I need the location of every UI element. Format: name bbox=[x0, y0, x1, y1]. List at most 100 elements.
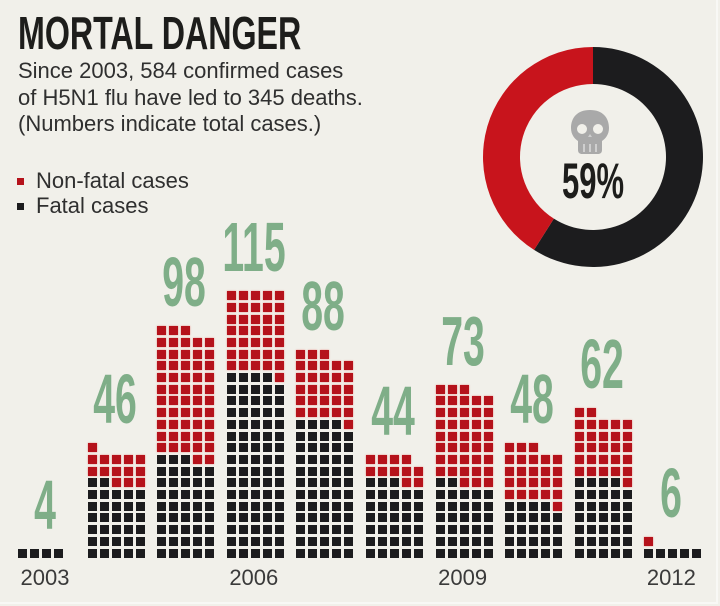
fatal-case-square bbox=[447, 513, 457, 523]
nonfatal-case-square bbox=[226, 291, 236, 301]
nonfatal-case-square bbox=[574, 454, 584, 464]
fatal-swatch-icon bbox=[17, 203, 24, 210]
fatal-case-square bbox=[157, 466, 167, 476]
fatal-case-square bbox=[574, 501, 584, 511]
nonfatal-case-square bbox=[250, 314, 260, 324]
nonfatal-case-square bbox=[308, 361, 318, 371]
fatal-case-square bbox=[205, 490, 215, 499]
fatal-case-square bbox=[87, 548, 97, 558]
total-cases-label-2005: 98 bbox=[162, 243, 206, 322]
fatal-case-square bbox=[320, 419, 330, 429]
fatal-case-square bbox=[459, 525, 469, 535]
nonfatal-case-square bbox=[483, 431, 493, 441]
nonfatal-case-square bbox=[622, 431, 632, 441]
nonfatal-case-square bbox=[181, 396, 191, 406]
fatal-case-square bbox=[42, 548, 51, 558]
nonfatal-case-square bbox=[435, 396, 445, 406]
fatal-case-square bbox=[54, 548, 63, 558]
total-cases-label-2010: 48 bbox=[510, 360, 554, 439]
nonfatal-case-square bbox=[459, 431, 469, 441]
nonfatal-case-square bbox=[344, 419, 354, 429]
fatal-case-square bbox=[296, 431, 306, 441]
fatal-case-square bbox=[274, 478, 284, 488]
fatal-case-square bbox=[226, 536, 236, 546]
fatal-case-square bbox=[308, 513, 318, 523]
fatal-case-square bbox=[262, 478, 272, 488]
nonfatal-case-square bbox=[111, 466, 121, 476]
fatal-case-square bbox=[193, 525, 203, 535]
fatal-case-square bbox=[18, 548, 27, 558]
fatal-case-square bbox=[668, 548, 678, 558]
fatal-case-square bbox=[378, 548, 387, 558]
nonfatal-case-square bbox=[193, 396, 203, 406]
fatal-case-square bbox=[622, 525, 632, 535]
nonfatal-case-square bbox=[390, 454, 399, 464]
nonfatal-case-square bbox=[193, 349, 203, 359]
fatal-case-square bbox=[262, 396, 272, 406]
fatal-case-square bbox=[250, 513, 260, 523]
fatal-case-square bbox=[529, 501, 539, 511]
fatal-case-square bbox=[435, 548, 445, 558]
fatal-case-square bbox=[402, 536, 411, 546]
fatal-case-square bbox=[238, 396, 248, 406]
fatal-case-square bbox=[87, 536, 97, 546]
fatal-case-square bbox=[435, 501, 445, 511]
nonfatal-case-square bbox=[471, 419, 481, 429]
nonfatal-case-square bbox=[250, 349, 260, 359]
nonfatal-case-square bbox=[483, 478, 493, 488]
nonfatal-case-square bbox=[308, 384, 318, 394]
fatal-case-square bbox=[610, 536, 620, 546]
nonfatal-case-square bbox=[320, 396, 330, 406]
nonfatal-case-square bbox=[308, 373, 318, 382]
fatal-case-square bbox=[238, 408, 248, 418]
fatal-case-square bbox=[181, 513, 191, 523]
fatal-case-square bbox=[250, 501, 260, 511]
fatal-case-square bbox=[402, 548, 411, 558]
fatal-case-square bbox=[308, 525, 318, 535]
fatal-case-square bbox=[344, 536, 354, 546]
fatal-case-square bbox=[366, 525, 375, 535]
fatal-case-square bbox=[471, 490, 481, 499]
total-cases-label-2012: 6 bbox=[660, 453, 683, 532]
fatal-case-square bbox=[157, 454, 167, 464]
fatal-case-square bbox=[274, 431, 284, 441]
nonfatal-case-square bbox=[447, 431, 457, 441]
fatal-case-square bbox=[99, 501, 109, 511]
fatal-case-square bbox=[459, 501, 469, 511]
nonfatal-case-square bbox=[205, 454, 215, 464]
nonfatal-case-square bbox=[274, 337, 284, 347]
nonfatal-case-square bbox=[193, 408, 203, 418]
fatal-case-square bbox=[390, 548, 399, 558]
nonfatal-case-square bbox=[111, 454, 121, 464]
fatal-case-square bbox=[320, 431, 330, 441]
fatal-case-square bbox=[586, 548, 596, 558]
skull-icon bbox=[568, 108, 612, 156]
fatal-case-square bbox=[471, 513, 481, 523]
nonfatal-case-square bbox=[157, 361, 167, 371]
fatal-case-square bbox=[553, 525, 563, 535]
nonfatal-case-square bbox=[226, 361, 236, 371]
nonfatal-case-square bbox=[459, 443, 469, 453]
donut-slice-nonfatal bbox=[483, 47, 593, 250]
nonfatal-case-square bbox=[402, 454, 411, 464]
fatal-case-square bbox=[169, 501, 179, 511]
fatal-case-square bbox=[529, 548, 539, 558]
fatal-case-square bbox=[390, 536, 399, 546]
nonfatal-case-square bbox=[529, 443, 539, 453]
fatal-case-square bbox=[181, 454, 191, 464]
fatal-case-square bbox=[320, 548, 330, 558]
fatal-case-square bbox=[414, 501, 423, 511]
fatal-case-square bbox=[586, 490, 596, 499]
legend-item-fatal: Fatal cases bbox=[17, 193, 189, 218]
fatal-case-square bbox=[250, 396, 260, 406]
fatal-case-square bbox=[238, 548, 248, 558]
fatal-case-square bbox=[320, 443, 330, 453]
fatal-case-square bbox=[157, 478, 167, 488]
nonfatal-case-square bbox=[181, 384, 191, 394]
fatal-case-square bbox=[378, 478, 387, 488]
nonfatal-case-square bbox=[483, 454, 493, 464]
fatal-case-square bbox=[262, 513, 272, 523]
total-cases-label-2011: 62 bbox=[579, 325, 624, 404]
nonfatal-case-square bbox=[435, 443, 445, 453]
